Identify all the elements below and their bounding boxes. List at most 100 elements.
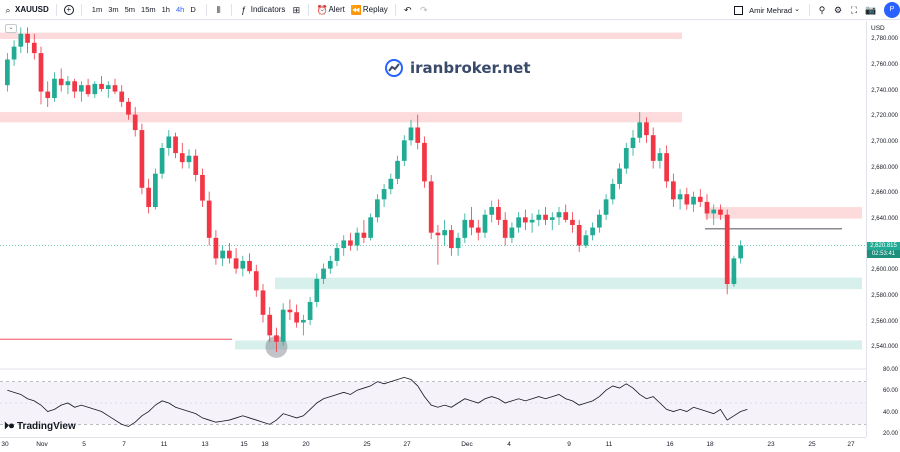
legend-collapse-button[interactable]: ⌄ — [5, 24, 17, 33]
candle-body — [637, 122, 643, 138]
price-tick-label: 2,760.000 — [871, 61, 898, 68]
alarm-clock-icon: ⏰ — [316, 4, 328, 15]
alert-button[interactable]: ⏰ Alert — [313, 0, 347, 20]
candle-body — [99, 83, 104, 89]
candle-body — [92, 83, 98, 95]
resistance-zone — [0, 112, 682, 123]
time-tick-label: 18 — [261, 441, 269, 448]
candle-body — [502, 219, 508, 238]
candle-body — [650, 135, 656, 161]
watermark: iranbroker.net — [384, 58, 531, 78]
candle-body — [610, 183, 616, 200]
time-tick-label: Dec — [461, 441, 473, 448]
support-zone — [235, 340, 862, 350]
time-tick-label: 23 — [767, 441, 775, 448]
candle-body — [327, 260, 333, 269]
chart-pane[interactable] — [0, 21, 866, 437]
quick-search-button[interactable]: ⚲ — [814, 0, 830, 20]
timeframe-3m[interactable]: 3m — [108, 5, 119, 14]
time-tick-label: 13 — [201, 441, 209, 448]
divider — [205, 3, 207, 16]
candle-body — [307, 301, 313, 320]
rewind-icon: ⏪ — [350, 4, 363, 15]
time-tick-label: 11 — [605, 441, 613, 448]
replay-button[interactable]: ⏪ Replay — [348, 0, 391, 20]
timeframe-1m[interactable]: 1m — [91, 5, 103, 14]
candle-body — [563, 212, 569, 220]
divider — [230, 3, 232, 16]
rsi-line — [7, 376, 748, 427]
snapshot-button[interactable]: 📷 — [862, 0, 878, 20]
layout-name-button[interactable]: Amir Mehrad ⌄ — [731, 0, 805, 20]
undo-button[interactable]: ↶ — [400, 0, 416, 20]
toolbar-right: Amir Mehrad ⌄ ⚲ ⚙ ⛶ 📷 P — [731, 0, 900, 20]
candle-body — [206, 200, 212, 238]
candle-body — [408, 127, 414, 141]
rsi-tick-label: 20.00 — [882, 431, 898, 437]
price-axis[interactable]: USD 2,780.000 2,760.000 2,740.000 2,720.000… — [866, 21, 900, 437]
candle-body — [321, 268, 326, 279]
support-zone — [275, 277, 862, 290]
timeframe-4h[interactable]: 4h — [175, 5, 185, 14]
candle-body — [200, 174, 205, 201]
add-circle-icon: + — [63, 4, 74, 15]
candle-body — [179, 153, 185, 163]
time-tick-label: 27 — [847, 441, 855, 448]
candle-body — [449, 230, 454, 249]
divider — [809, 4, 810, 16]
candle-body — [173, 136, 178, 154]
redo-button[interactable]: ↷ — [416, 0, 432, 20]
symbol-search[interactable]: ⌕ XAUUSD — [0, 0, 52, 20]
fullscreen-button[interactable]: ⛶ — [846, 0, 862, 20]
candle-body — [72, 81, 77, 92]
candle-body — [375, 199, 380, 218]
price-tick-label: 2,780.000 — [871, 36, 898, 43]
candle-body — [509, 227, 515, 238]
candle-body — [597, 214, 602, 228]
divider — [394, 3, 396, 16]
time-tick-label: Nov — [36, 441, 48, 448]
candle-body — [529, 219, 535, 223]
candle-body — [677, 194, 683, 200]
candle-body — [267, 314, 273, 336]
candle-body — [603, 199, 609, 215]
candle-body — [52, 78, 57, 98]
divider — [55, 3, 57, 16]
timeframe-D[interactable]: D — [190, 5, 196, 14]
candle-body — [711, 209, 717, 214]
candle-body — [186, 155, 192, 163]
candle-body — [274, 335, 279, 342]
timeframe-15m[interactable]: 15m — [141, 5, 156, 14]
candle-body — [462, 219, 468, 238]
gear-icon: ⚙ — [833, 5, 843, 15]
candle-body — [671, 181, 676, 200]
undo-icon: ↶ — [404, 4, 412, 15]
candle-body — [227, 250, 232, 259]
compare-button[interactable]: + — [61, 0, 77, 20]
candle-body — [240, 260, 246, 269]
candle-body — [630, 137, 636, 149]
settings-button[interactable]: ⚙ — [830, 0, 846, 20]
price-tick-label: 2,720.000 — [871, 113, 898, 120]
candle-body — [119, 91, 125, 102]
time-tick-label: 16 — [666, 441, 674, 448]
rsi-tick-label: 80.00 — [882, 367, 898, 373]
top-toolbar: ⌕ XAUUSD + 1m 3m 5m 15m 1h 4h D ⫴ ƒ Indicators… — [0, 0, 900, 20]
time-tick-label: 25 — [363, 441, 371, 448]
candle-body — [475, 227, 481, 233]
price-chart[interactable] — [0, 21, 866, 437]
tradingview-logo[interactable]: ⏵⏺ TradingView — [4, 421, 76, 432]
avatar[interactable]: P — [884, 2, 900, 18]
price-tick-label: 2,660.000 — [871, 190, 898, 197]
indicators-button[interactable]: ƒ Indicators — [236, 0, 289, 20]
timeframe-1h[interactable]: 1h — [161, 5, 170, 14]
chart-type-button[interactable]: ⫴ — [211, 0, 227, 20]
candle-body — [684, 194, 690, 205]
time-tick-label: 27 — [403, 441, 411, 448]
time-axis[interactable]: 30 Nov 5 7 11 13 15 18 20 25 27 Dec 4 9 11 16 18 23 25 27 — [0, 437, 866, 452]
candle-body — [25, 33, 30, 43]
timeframe-5m[interactable]: 5m — [124, 5, 136, 14]
candle-body — [153, 173, 158, 208]
layouts-button[interactable]: ⊞ — [288, 0, 304, 20]
candle-body — [45, 91, 51, 98]
